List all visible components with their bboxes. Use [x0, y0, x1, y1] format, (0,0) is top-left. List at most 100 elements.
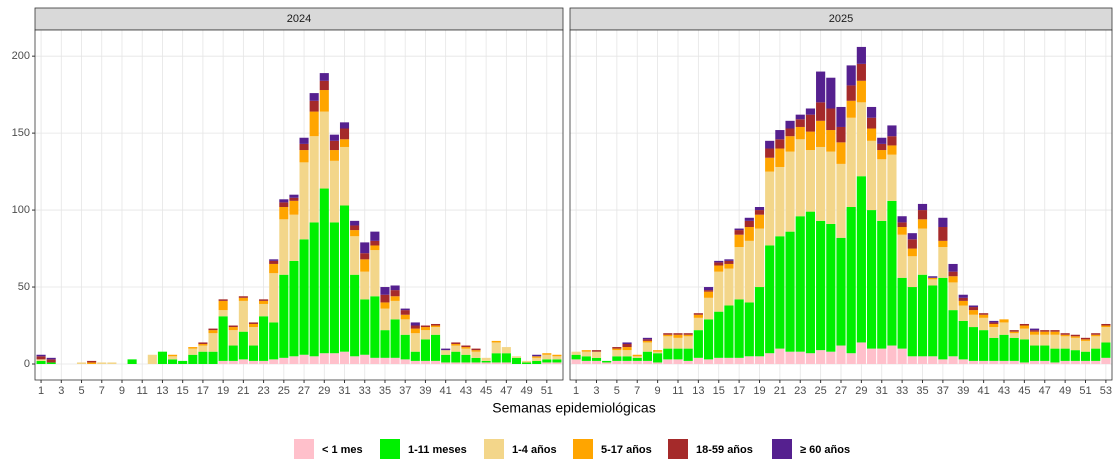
- bar-segment: [178, 360, 188, 364]
- bar-segment: [877, 150, 887, 160]
- bar-segment: [683, 348, 693, 361]
- bar-segment: [612, 348, 622, 351]
- bar-segment: [663, 333, 673, 335]
- bar-segment: [1029, 331, 1040, 335]
- bar-segment: [795, 216, 805, 352]
- bar-segment: [785, 351, 795, 364]
- bar-segment: [1070, 336, 1080, 338]
- legend-label: 5-17 años: [601, 444, 652, 456]
- bar-segment: [380, 294, 390, 303]
- x-tick-label: 33: [359, 385, 371, 397]
- bar-segment: [724, 263, 734, 269]
- bar-segment: [653, 362, 663, 364]
- bar-segment: [400, 310, 410, 315]
- bar-segment: [724, 260, 734, 264]
- bar-segment: [339, 146, 350, 206]
- bar-segment: [887, 136, 897, 146]
- bar-segment: [714, 271, 724, 312]
- x-tick-label: 25: [814, 385, 826, 397]
- bar-segment: [147, 354, 157, 364]
- bar-segment: [856, 46, 866, 64]
- bar-segment: [400, 319, 410, 335]
- bar-segment: [1009, 360, 1019, 364]
- bar-segment: [501, 362, 511, 364]
- bar-segment: [856, 63, 866, 81]
- bar-segment: [168, 354, 178, 357]
- bar-segment: [1060, 333, 1070, 335]
- bar-segment: [663, 359, 673, 364]
- bar-segment: [622, 356, 632, 361]
- legend-label: 1-11 meses: [408, 444, 467, 456]
- bar-segment: [1060, 348, 1070, 361]
- bar-segment: [958, 359, 968, 364]
- bar-segment: [703, 290, 714, 292]
- bar-segment: [744, 227, 754, 241]
- bar-segment: [481, 357, 491, 361]
- bar-segment: [775, 166, 785, 237]
- bar-segment: [350, 236, 360, 275]
- bar-segment: [938, 277, 948, 360]
- x-tick-label: 49: [1059, 385, 1071, 397]
- legend-swatch: [573, 439, 593, 459]
- bar-segment: [642, 342, 653, 352]
- x-tick-label: 39: [419, 385, 431, 397]
- bar-segment: [339, 205, 350, 352]
- x-tick-label: 5: [614, 385, 620, 397]
- bar-segment: [491, 353, 501, 363]
- bar-segment: [754, 356, 765, 364]
- legend-swatch: [668, 439, 688, 459]
- bar-segment: [542, 359, 552, 363]
- bar-segment: [461, 348, 471, 355]
- bar-segment: [765, 171, 775, 246]
- bar-segment: [542, 353, 552, 355]
- bar-segment: [532, 360, 542, 364]
- bar-segment: [989, 320, 999, 323]
- bar-segment: [279, 199, 289, 203]
- bar-segment: [887, 200, 897, 346]
- bar-segment: [866, 128, 877, 141]
- bar-segment: [703, 297, 714, 320]
- bar-segment: [410, 333, 420, 352]
- bar-segment: [319, 80, 329, 91]
- bar-segment: [1091, 360, 1101, 364]
- bar-segment: [714, 260, 724, 263]
- bar-segment: [693, 357, 703, 364]
- bar-segment: [979, 317, 989, 331]
- bar-segment: [329, 160, 339, 223]
- bar-segment: [989, 322, 999, 324]
- bar-segment: [471, 357, 481, 363]
- bar-segment: [188, 347, 198, 349]
- bar-segment: [481, 362, 491, 364]
- bar-segment: [714, 265, 724, 272]
- bar-segment: [542, 354, 552, 360]
- strip-label: 2025: [829, 13, 853, 25]
- bar-segment: [319, 90, 329, 112]
- bar-segment: [461, 347, 471, 349]
- bar-segment: [46, 362, 56, 364]
- bar-segment: [46, 359, 56, 363]
- bar-segment: [1070, 337, 1080, 351]
- bar-segment: [836, 237, 846, 346]
- bar-segment: [979, 360, 989, 364]
- legend-label: 1-4 años: [512, 444, 557, 456]
- bar-segment: [775, 148, 785, 167]
- bar-segment: [309, 356, 319, 364]
- bar-segment: [938, 247, 948, 278]
- bar-segment: [289, 200, 299, 215]
- bar-segment: [958, 300, 968, 306]
- bar-segment: [999, 319, 1009, 323]
- bar-segment: [826, 223, 836, 352]
- bar-segment: [653, 353, 663, 363]
- bar-segment: [248, 323, 259, 328]
- bar-segment: [370, 250, 380, 297]
- bar-segment: [1101, 325, 1111, 328]
- bar-segment: [552, 354, 562, 357]
- bar-segment: [451, 343, 461, 346]
- bar-segment: [836, 163, 846, 238]
- bar-segment: [948, 310, 958, 357]
- bar-segment: [208, 333, 218, 352]
- bar-segment: [897, 348, 907, 364]
- bar-segment: [87, 360, 97, 363]
- bar-segment: [218, 310, 228, 317]
- bar-segment: [259, 303, 269, 317]
